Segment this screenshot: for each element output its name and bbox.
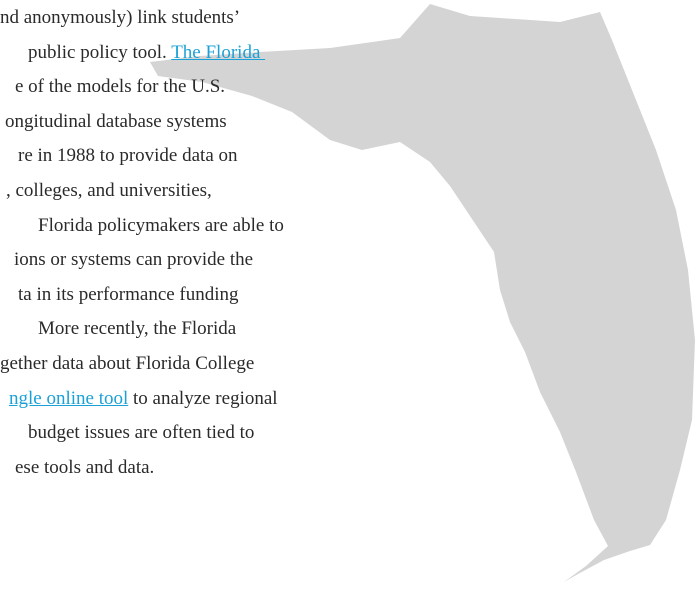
text-line: Florida policymakers are able to [38,214,284,238]
text-line: ions or systems can provide the [14,248,253,272]
text-span: re in 1988 to provide data on [18,145,238,167]
text-line: ese tools and data. [15,456,154,480]
text-line: ta in its performance funding [18,283,239,307]
text-line: budget issues are often tied to [28,421,254,445]
text-span: , colleges, and universities, [6,180,212,201]
text-span: nd anonymously) link students’ [0,7,241,28]
text-span: More recently, the Florida [38,318,237,340]
text-line: ngle online tool to analyze regional [9,387,278,411]
text-span: ions or systems can provide the [14,249,254,271]
text-span: public policy tool. [28,41,172,63]
text-span: gether data about Florida College [0,353,255,374]
text-line: ongitudinal database systems [5,110,227,134]
link[interactable]: The Florida [171,41,266,63]
text-span: budget issues are often tied to [28,422,255,444]
text-span: to analyze regional [128,387,278,409]
text-span: ta in its performance funding [18,283,239,305]
text-span: ese tools and data. [15,456,155,478]
text-line: e of the models for the U.S. [15,75,225,99]
text-line: More recently, the Florida [38,317,236,341]
link[interactable]: ngle online tool [9,387,129,409]
text-line: nd anonymously) link students’ [0,6,240,30]
text-span: Florida policymakers are able to [38,214,284,236]
text-line: gether data about Florida College [0,352,254,376]
text-line: public policy tool. The Florida [28,41,265,65]
florida-silhouette [150,4,695,582]
text-span: ongitudinal database systems [5,110,227,132]
text-span: e of the models for the U.S. [15,76,226,98]
text-line: , colleges, and universities, [6,179,212,203]
text-line: re in 1988 to provide data on [18,144,238,168]
